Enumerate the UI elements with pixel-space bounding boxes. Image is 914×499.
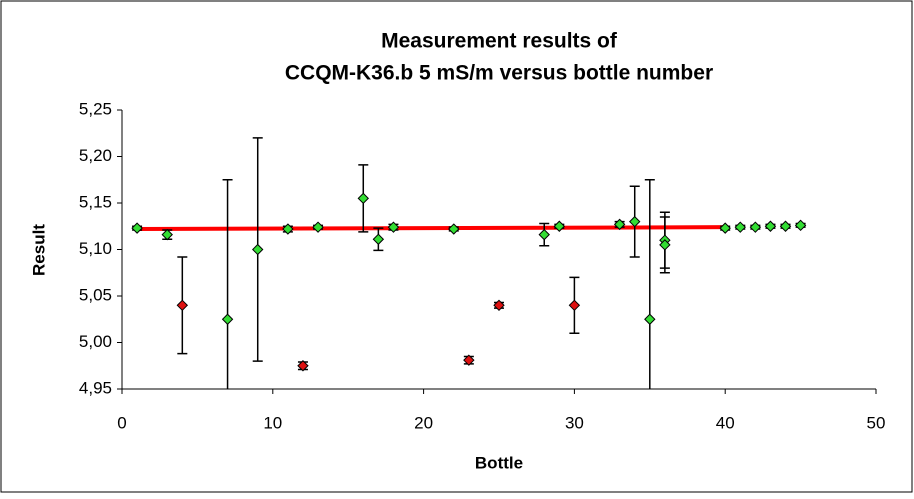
- data-point: [282, 223, 294, 235]
- data-point: [734, 221, 746, 233]
- y-tick-label: 4,95: [79, 378, 112, 397]
- x-axis-title: Bottle: [475, 453, 523, 472]
- data-point: [297, 360, 309, 372]
- data-point: [357, 192, 369, 205]
- data-point: [613, 218, 626, 231]
- x-tick-label: 50: [867, 413, 886, 432]
- data-point: [719, 222, 731, 234]
- y-tick-label: 5,05: [79, 285, 112, 304]
- y-tick-label: 5,00: [79, 332, 112, 351]
- data-point: [659, 239, 671, 251]
- data-point: [448, 223, 460, 235]
- data-point: [779, 220, 792, 232]
- data-point: [161, 228, 173, 241]
- data-point: [764, 220, 777, 232]
- data-point: [749, 221, 762, 233]
- x-tick-label: 20: [414, 413, 433, 432]
- data-point: [221, 313, 234, 325]
- y-tick-label: 5,15: [79, 192, 112, 211]
- x-tick-label: 10: [263, 413, 282, 432]
- data-point: [312, 221, 324, 233]
- y-axis-title: Result: [29, 224, 48, 276]
- chart-title: CCQM-K36.b 5 mS/m versus bottle number: [285, 62, 713, 85]
- plot-area: [131, 137, 807, 389]
- data-point: [538, 228, 550, 241]
- data-point: [463, 354, 475, 366]
- data-point: [629, 215, 641, 228]
- x-tick-label: 40: [716, 413, 735, 432]
- chart-title: Measurement results of: [381, 30, 618, 53]
- data-point: [372, 233, 385, 245]
- data-point: [131, 222, 143, 234]
- y-tick-label: 5,25: [79, 99, 112, 118]
- data-point: [568, 299, 581, 312]
- data-point: [794, 219, 807, 232]
- x-tick-label: 0: [117, 413, 126, 432]
- data-point: [644, 313, 656, 325]
- data-point: [387, 221, 400, 233]
- data-point: [493, 299, 505, 312]
- y-tick-label: 5,20: [79, 146, 112, 165]
- x-tick-label: 30: [565, 413, 584, 432]
- reference-line: [137, 225, 726, 232]
- data-point: [553, 220, 566, 232]
- data-point: [176, 299, 189, 312]
- y-tick-label: 5,10: [79, 239, 112, 258]
- data-point: [252, 243, 264, 256]
